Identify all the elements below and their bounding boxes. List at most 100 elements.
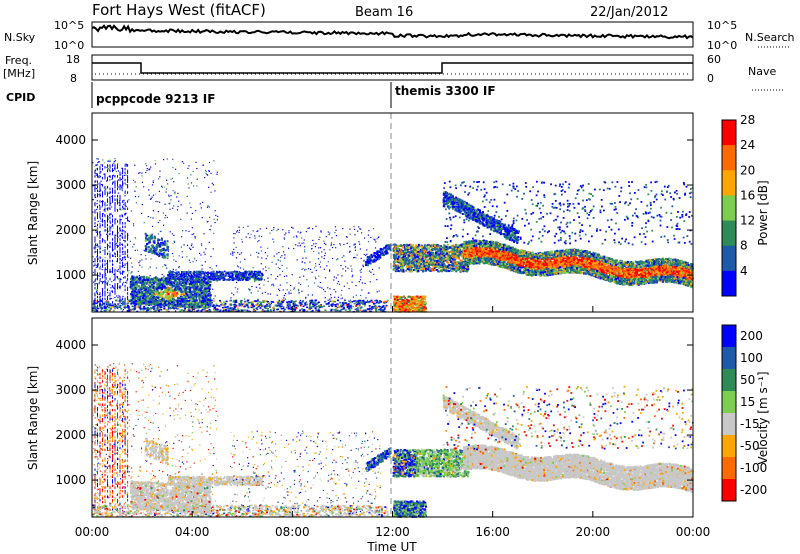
range-gate-cell — [102, 281, 103, 284]
date-label: 22/Jan/2012 — [590, 5, 668, 20]
range-gate-cell — [116, 171, 117, 172]
range-gate-cell — [209, 162, 210, 163]
range-gate-cell — [265, 266, 266, 267]
range-gate-cell — [257, 303, 259, 305]
range-gate-cell — [302, 258, 303, 259]
range-gate-cell — [149, 281, 151, 283]
range-gate-cell — [359, 281, 360, 282]
range-gate-cell — [157, 242, 159, 244]
range-gate-cell — [349, 252, 350, 253]
range-gate-cell — [113, 182, 114, 183]
range-gate-cell — [120, 278, 121, 281]
range-gate-cell — [225, 303, 227, 305]
range-gate-cell — [266, 305, 268, 307]
range-gate-cell — [110, 269, 111, 272]
range-gate-cell — [187, 283, 189, 285]
range-gate-cell — [120, 305, 121, 306]
range-gate-cell — [164, 286, 166, 288]
range-gate-cell — [123, 277, 124, 278]
range-gate-cell — [94, 166, 95, 167]
range-gate-cell — [237, 265, 238, 266]
range-gate-cell — [163, 252, 165, 254]
range-gate-cell — [166, 267, 167, 268]
range-gate-cell — [127, 249, 128, 252]
range-gate-cell — [97, 272, 98, 275]
range-gate-cell — [138, 173, 139, 174]
range-gate-cell — [154, 300, 156, 302]
range-gate-cell — [141, 213, 142, 214]
range-gate-cell — [252, 304, 254, 306]
range-gate-cell — [379, 255, 381, 257]
range-gate-cell — [177, 301, 179, 303]
range-gate-cell — [360, 272, 361, 273]
range-gate-cell — [187, 177, 188, 178]
range-gate-cell — [125, 235, 126, 238]
range-gate-cell — [116, 295, 117, 296]
range-gate-cell — [183, 287, 185, 289]
range-gate-cell — [161, 254, 163, 256]
range-gate-cell — [112, 285, 113, 288]
range-gate-cell — [115, 272, 116, 275]
range-gate-cell — [110, 213, 111, 216]
range-gate-cell — [158, 222, 159, 223]
range-gate-cell — [166, 309, 168, 311]
range-gate-cell — [125, 263, 126, 266]
range-gate-cell — [172, 208, 173, 209]
range-gate-cell — [105, 263, 106, 266]
range-gate-cell — [350, 234, 351, 235]
range-gate-cell — [261, 263, 262, 264]
range-gate-cell — [97, 181, 98, 184]
range-gate-cell — [158, 211, 159, 212]
range-gate-cell — [363, 266, 364, 267]
range-gate-cell — [120, 218, 121, 221]
range-gate-cell — [168, 300, 170, 302]
range-gate-cell — [254, 277, 256, 279]
range-gate-cell — [100, 200, 101, 203]
range-gate-cell — [361, 289, 362, 290]
range-gate-cell — [247, 301, 248, 302]
range-gate-cell — [167, 240, 169, 242]
range-gate-cell — [367, 257, 369, 259]
range-gate-cell — [115, 283, 116, 286]
range-gate-cell — [147, 292, 149, 294]
range-gate-cell — [339, 302, 341, 304]
range-gate-cell — [354, 303, 356, 305]
range-gate-cell — [199, 253, 200, 254]
range-gate-cell — [133, 288, 135, 290]
range-gate-cell — [190, 298, 192, 300]
range-gate-cell — [132, 280, 134, 282]
range-gate-cell — [120, 195, 121, 198]
range-gate-cell — [234, 272, 236, 274]
range-gate-cell — [155, 193, 156, 194]
range-gate-cell — [201, 243, 202, 244]
range-gate-cell — [107, 170, 108, 173]
range-gate-cell — [266, 228, 267, 229]
range-gate-cell — [173, 256, 174, 257]
range-gate-cell — [164, 297, 166, 299]
range-gate-cell — [293, 236, 294, 237]
range-gate-cell — [96, 291, 97, 292]
range-gate-cell — [153, 210, 154, 211]
range-gate-cell — [271, 274, 272, 275]
range-gate-cell — [260, 305, 261, 306]
range-gate-cell — [173, 190, 174, 191]
range-gate-cell — [144, 308, 146, 310]
range-gate-cell — [192, 234, 193, 235]
range-gate-cell — [209, 299, 211, 301]
range-gate-cell — [176, 284, 178, 286]
range-gate-cell — [97, 249, 98, 252]
range-gate-cell — [217, 216, 218, 217]
range-gate-cell — [337, 310, 339, 312]
range-gate-cell — [201, 269, 202, 270]
range-gate-cell — [273, 241, 274, 242]
range-gate-cell — [138, 262, 139, 263]
range-gate-cell — [302, 268, 303, 269]
range-gate-cell — [187, 271, 189, 273]
range-gate-cell — [213, 279, 215, 281]
range-gate-cell — [217, 219, 218, 220]
range-gate-cell — [136, 202, 137, 203]
range-gate-cell — [135, 300, 137, 302]
range-gate-cell — [172, 159, 173, 160]
range-gate-cell — [242, 279, 244, 281]
range-gate-cell — [146, 235, 148, 237]
